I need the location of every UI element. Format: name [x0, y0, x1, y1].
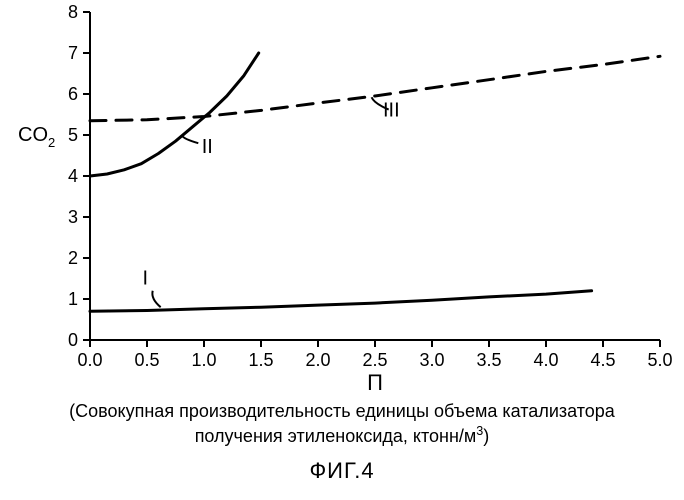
- y-axis-label: CO2: [18, 124, 55, 150]
- y-tick-label: 1: [68, 289, 78, 309]
- x-tick-label: 3.5: [476, 350, 501, 370]
- x-tick-label: 3.0: [419, 350, 444, 370]
- x-tick-label: 2.0: [305, 350, 330, 370]
- caption-line2c: ): [483, 426, 489, 446]
- series-label-I: I: [142, 268, 148, 290]
- x-tick-label: 4.5: [590, 350, 615, 370]
- series-label-II: II: [202, 136, 213, 158]
- pointer-II: [181, 135, 198, 143]
- series-III: [90, 56, 660, 120]
- figure-container: 0.0 0.5 1.0 1.5 2.0 2.5 3.0 3.5 4.0 4.5 5.0 0 1 2 3 4 5 6…: [0, 0, 684, 500]
- x-tick-label: 0.0: [77, 350, 102, 370]
- series-I: [90, 291, 592, 312]
- y-tick-label: 4: [68, 166, 78, 186]
- x-tick-label: 1.5: [248, 350, 273, 370]
- x-tick-label: 1.0: [191, 350, 216, 370]
- y-tick-label: 0: [68, 330, 78, 350]
- caption-line1: (Совокупная производительность единицы о…: [69, 401, 615, 421]
- y-tick-label: 3: [68, 207, 78, 227]
- y-tick-label: 8: [68, 2, 78, 22]
- figure-number: ФИГ.4: [0, 458, 684, 484]
- caption-line2a: получения этиленоксида, ктонн/м: [195, 426, 477, 446]
- chart-svg: 0.0 0.5 1.0 1.5 2.0 2.5 3.0 3.5 4.0 4.5 5.0 0 1 2 3 4 5 6…: [0, 0, 684, 400]
- y-tick-label: 7: [68, 43, 78, 63]
- y-tick-label: 2: [68, 248, 78, 268]
- x-axis-label: П: [367, 370, 383, 395]
- x-tick-label: 5.0: [647, 350, 672, 370]
- x-tick-label: 4.0: [533, 350, 558, 370]
- x-tick-label: 0.5: [134, 350, 159, 370]
- y-tick-label: 5: [68, 125, 78, 145]
- y-tick-label: 6: [68, 84, 78, 104]
- pointer-I: [152, 291, 160, 307]
- caption: (Совокупная производительность единицы о…: [0, 400, 684, 449]
- x-tick-label: 2.5: [362, 350, 387, 370]
- series-label-III: III: [383, 100, 400, 122]
